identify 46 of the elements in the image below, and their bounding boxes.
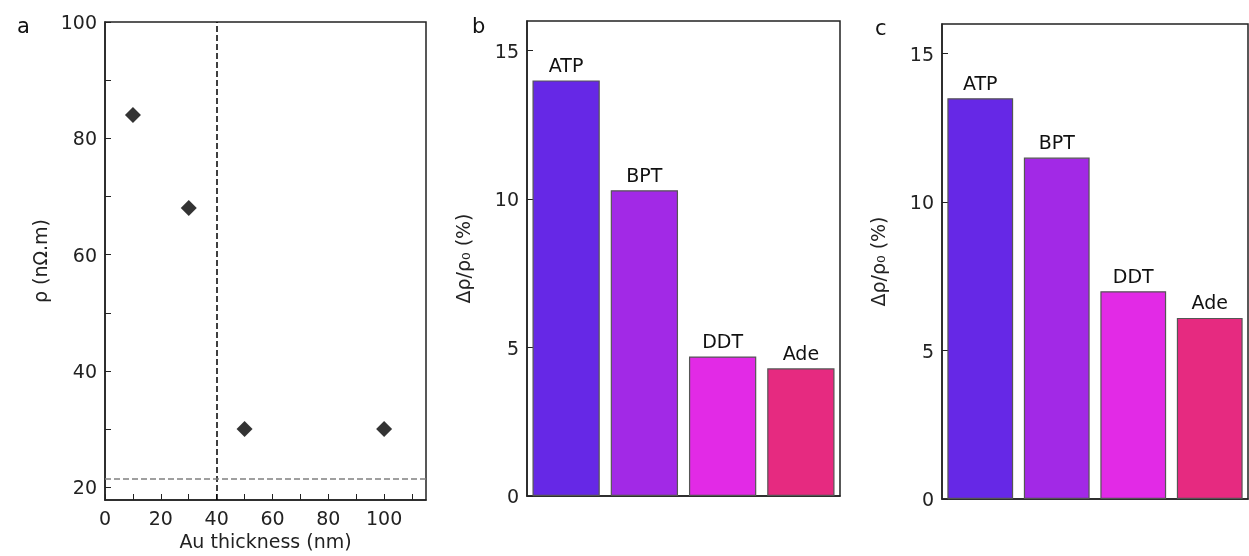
point xyxy=(124,107,141,124)
y-tick-label: 0 xyxy=(506,485,519,507)
y-tick-label: 10 xyxy=(909,191,934,214)
bar xyxy=(947,98,1014,499)
x-tick-label: 100 xyxy=(366,506,403,529)
y-tick-label: 10 xyxy=(494,188,519,211)
chart-title: c xyxy=(875,15,887,40)
bar xyxy=(532,80,600,496)
x-tick-label: ATP xyxy=(548,53,584,76)
bar xyxy=(1023,157,1090,499)
y-tick-label: 0 xyxy=(921,488,934,510)
y-tick-label: 80 xyxy=(72,127,97,150)
x-tick-label: BPT xyxy=(626,163,663,186)
y-tick-label: 100 xyxy=(60,11,97,33)
y-tick-label: 60 xyxy=(72,243,97,266)
chart-title: a xyxy=(17,13,30,38)
y-axis-title: ρ (nΩ.m) xyxy=(29,218,52,304)
bar xyxy=(1176,317,1243,499)
x-tick-label: 60 xyxy=(260,506,285,529)
y-tick-label: 40 xyxy=(72,359,97,382)
point xyxy=(236,421,253,438)
point xyxy=(376,421,393,438)
bar xyxy=(767,368,835,496)
x-tick-label: BPT xyxy=(1038,131,1076,154)
bar xyxy=(688,356,757,496)
y-tick-label: 20 xyxy=(72,476,97,499)
x-tick-label: 20 xyxy=(148,506,173,529)
x-tick-label: ATP xyxy=(962,71,998,94)
x-tick-label: Ade xyxy=(1191,291,1228,314)
x-tick-label: 40 xyxy=(204,506,229,529)
y-tick-label: 5 xyxy=(506,336,519,359)
x-tick-label: 80 xyxy=(316,506,341,529)
x-tick-label: DDT xyxy=(702,329,744,352)
y-tick-label: 15 xyxy=(909,42,934,65)
x-tick-label: Ade xyxy=(782,341,820,364)
y-axis-title: Δρ/ρ₀ (%) xyxy=(451,213,474,304)
y-tick-label: 5 xyxy=(921,339,934,362)
bar xyxy=(1100,291,1167,499)
chart-title: b xyxy=(472,13,486,38)
x-tick-label: 0 xyxy=(98,506,112,529)
x-tick-label: DDT xyxy=(1112,264,1155,287)
point xyxy=(180,200,197,217)
bar xyxy=(610,190,679,496)
y-axis-title: Δρ/ρ₀ (%) xyxy=(866,216,889,307)
x-axis-title: Au thickness (nm) xyxy=(179,530,352,553)
y-tick-label: 15 xyxy=(494,39,519,62)
